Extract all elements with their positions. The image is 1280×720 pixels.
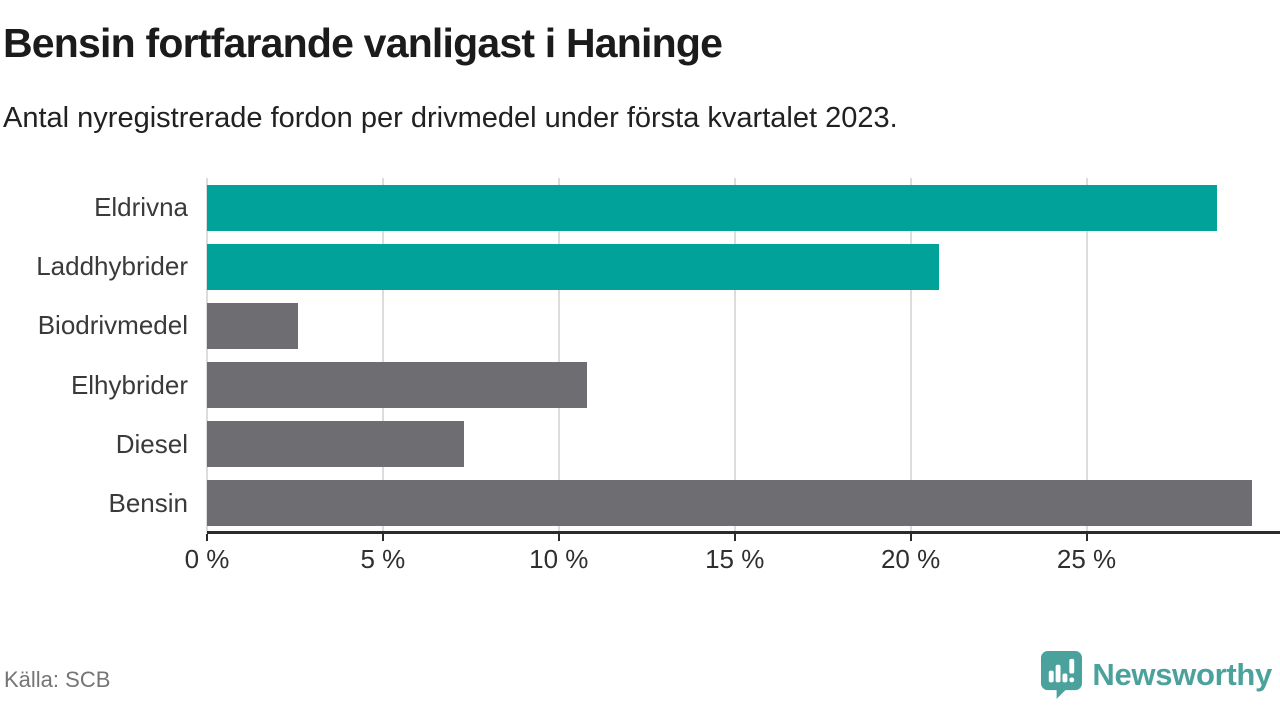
category-label-elhybrider: Elhybrider <box>70 369 188 400</box>
bar-row <box>207 415 1280 474</box>
gridline <box>1085 178 1088 533</box>
gridline <box>206 178 208 533</box>
brand-name: Newsworthy <box>1092 656 1272 692</box>
plot-area: 0 % 5 % 10 % 15 % 20 % 25 % <box>185 178 1280 574</box>
bar-bensin <box>207 480 1252 527</box>
x-axis-line <box>207 531 1280 534</box>
gridline <box>557 178 560 533</box>
source-note: Källa: SCB <box>4 667 111 692</box>
x-axis-tick <box>206 534 208 541</box>
bar-laddhybrider <box>207 243 939 290</box>
chart-subtitle: Antal nyregistrerade fordon per drivmede… <box>3 102 898 134</box>
category-axis: Eldrivna Laddhybrider Biodrivmedel Elhybrid… <box>0 178 188 533</box>
bar-diesel <box>207 421 464 468</box>
brand-logo: Newsworthy <box>1040 650 1272 699</box>
category-label-biodrivmedel: Biodrivmedel <box>37 310 188 341</box>
x-axis-tick <box>733 534 736 541</box>
bar-row <box>207 178 1280 237</box>
x-tick-label: 10 % <box>529 544 589 574</box>
x-tick-label: 25 % <box>1056 544 1117 574</box>
bar-row <box>207 237 1280 296</box>
x-axis-tick <box>909 534 912 541</box>
category-label-diesel: Diesel <box>115 428 188 459</box>
x-tick-label: 0 % <box>184 544 230 574</box>
x-axis-tick <box>557 534 560 541</box>
gridline <box>381 178 384 533</box>
bar-elhybrider <box>207 362 587 409</box>
gridline-layer <box>206 178 1280 533</box>
bar-row <box>207 356 1280 415</box>
newsworthy-speech-bubble-barchart-icon <box>1040 650 1083 699</box>
bar-eldrivna <box>207 184 1217 231</box>
chart-title: Bensin fortfarande vanligast i Haninge <box>3 20 723 66</box>
gridline <box>733 178 736 533</box>
bar-layer <box>207 178 1280 533</box>
x-tick-label: 15 % <box>705 544 765 574</box>
gridline <box>909 178 912 533</box>
bar-row <box>207 474 1280 533</box>
category-label-bensin: Bensin <box>108 487 189 518</box>
x-tick-label: 20 % <box>880 544 941 574</box>
x-axis-tick <box>1085 534 1088 541</box>
x-tick-label: 5 % <box>360 544 406 574</box>
chart-area: Eldrivna Laddhybrider Biodrivmedel Elhybrid… <box>0 178 1280 574</box>
category-label-laddhybrider: Laddhybrider <box>36 251 188 282</box>
category-label-eldrivna: Eldrivna <box>94 192 188 223</box>
x-axis-tick <box>381 534 384 541</box>
bar-biodrivmedel <box>207 302 299 349</box>
bar-row <box>207 296 1280 355</box>
